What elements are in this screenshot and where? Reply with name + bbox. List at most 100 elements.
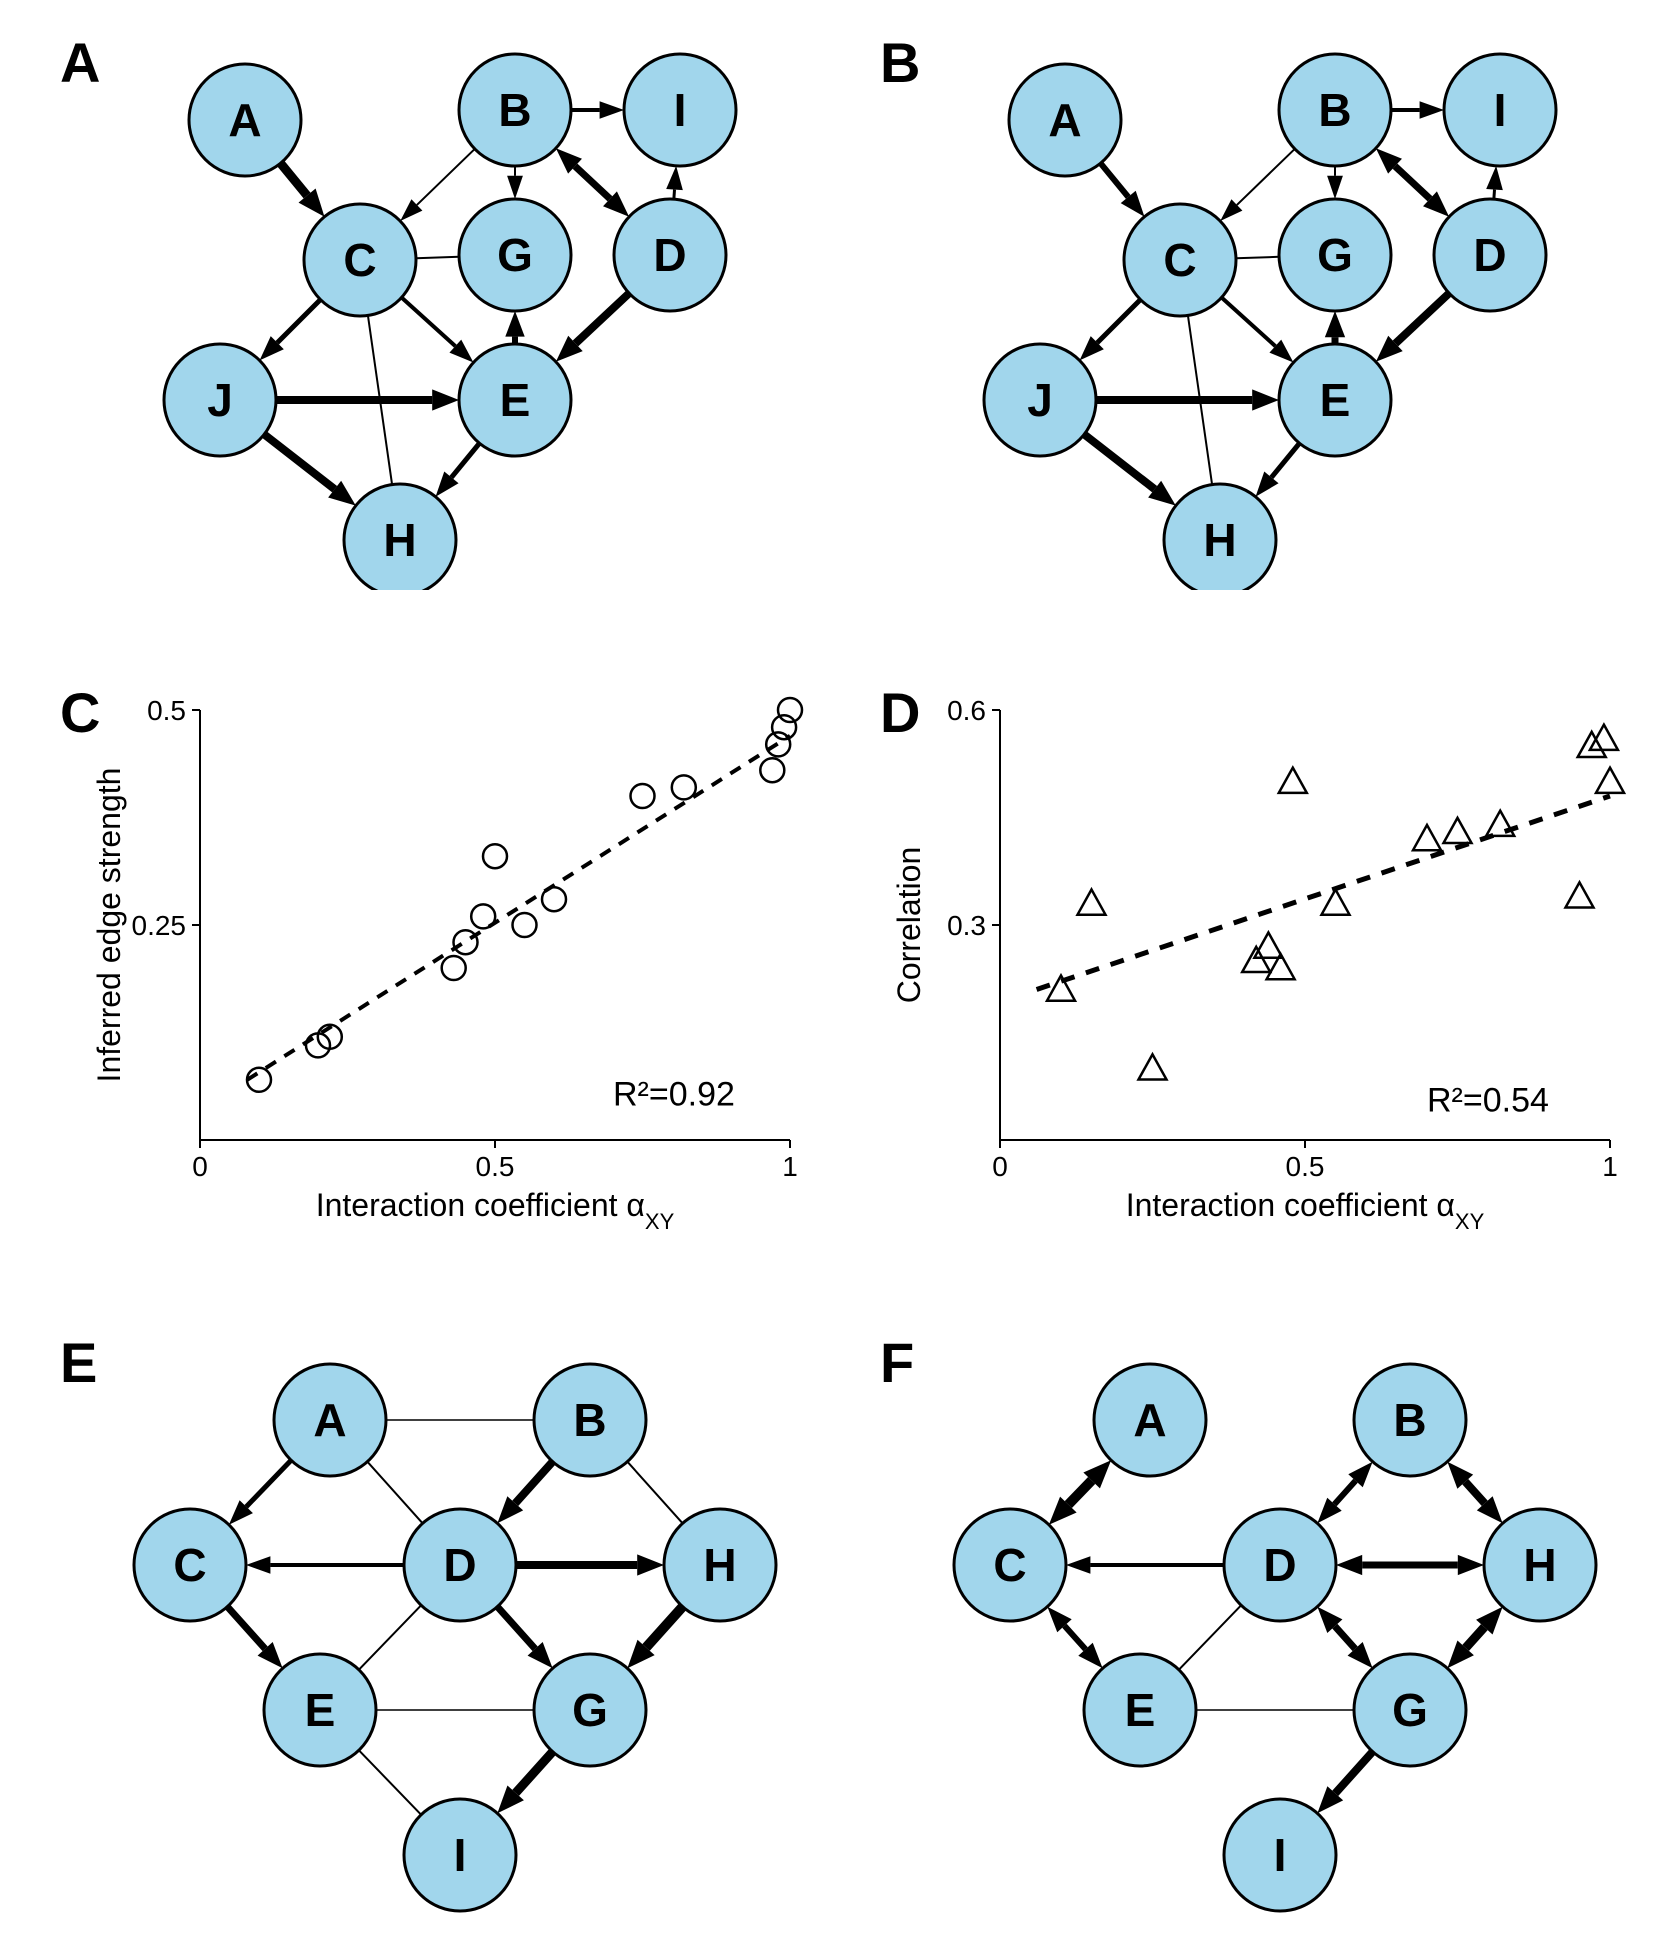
network-node-label: C <box>343 234 376 286</box>
network-node-label: D <box>653 229 686 281</box>
network-edge <box>1222 298 1276 347</box>
network-node-label: B <box>1318 84 1351 136</box>
network-F: ABCDHEGI <box>880 1330 1620 1930</box>
network-node-label: H <box>703 1539 736 1591</box>
network-node-label: E <box>1125 1684 1156 1736</box>
scatter-point <box>1242 947 1270 972</box>
network-edge <box>1101 163 1129 197</box>
scatter-point <box>1322 890 1350 915</box>
network-edge <box>246 1460 291 1506</box>
scatter-point <box>1254 933 1282 958</box>
network-edge <box>1068 1480 1091 1504</box>
network-edge <box>1466 1627 1485 1648</box>
scatter-point <box>542 887 566 911</box>
network-node-label: D <box>443 1539 476 1591</box>
network-node-label: D <box>1473 229 1506 281</box>
arrowhead-icon <box>246 1556 270 1574</box>
network-edge <box>627 1462 682 1524</box>
network-edge <box>402 298 456 347</box>
network-edge <box>1334 1481 1355 1504</box>
x-axis-label: Interaction coefficient αXY <box>1126 1187 1485 1234</box>
scatter-point <box>442 956 466 980</box>
network-node-label: A <box>1048 94 1081 146</box>
network-edge <box>516 1752 553 1793</box>
network-node-label: G <box>572 1684 608 1736</box>
scatter-point <box>1444 818 1472 843</box>
network-edge <box>264 434 334 489</box>
network-edge <box>1097 300 1140 343</box>
arrowhead-icon <box>637 1554 664 1575</box>
network-node-label: H <box>383 514 416 566</box>
fit-line <box>1037 796 1610 990</box>
network-edge <box>1335 1752 1372 1794</box>
x-tick-label: 0 <box>992 1151 1008 1182</box>
arrowhead-icon <box>1252 389 1279 410</box>
network-A: ABICGDJEH <box>60 30 800 590</box>
network-edge <box>367 1462 422 1524</box>
network-edge <box>416 257 459 258</box>
arrowhead-icon <box>1066 1556 1090 1574</box>
y-tick-label: 0.5 <box>147 695 186 726</box>
network-node-label: H <box>1203 514 1236 566</box>
network-edge <box>497 1607 535 1649</box>
scatter-point <box>1139 1054 1167 1079</box>
network-node-label: G <box>1392 1684 1428 1736</box>
network-edge <box>227 1607 265 1649</box>
network-edge <box>575 293 629 343</box>
network-edge <box>281 163 308 195</box>
network-node-label: A <box>228 94 261 146</box>
network-node-label: J <box>1027 374 1053 426</box>
scatter-point <box>766 732 790 756</box>
scatter-point <box>778 698 802 722</box>
network-edge <box>1395 166 1430 199</box>
scatter-point <box>1566 882 1594 907</box>
scatter-D: 00.510.30.6Interaction coefficient αXYCo… <box>880 680 1640 1240</box>
network-edge <box>359 1605 421 1669</box>
network-edge <box>359 1750 421 1814</box>
scatter-point <box>513 913 537 937</box>
network-node-label: I <box>1274 1829 1287 1881</box>
arrowhead-icon <box>507 176 523 199</box>
y-axis-label: Inferred edge strength <box>91 768 127 1083</box>
network-edge <box>1084 434 1154 489</box>
scatter-point <box>631 784 655 808</box>
network-edge <box>1395 293 1449 343</box>
arrowhead-icon <box>666 166 683 190</box>
network-edge <box>1335 1626 1355 1649</box>
network-node-label: J <box>207 374 233 426</box>
x-tick-label: 0 <box>192 1151 208 1182</box>
network-node-label: C <box>1163 234 1196 286</box>
scatter-point <box>1413 825 1441 850</box>
arrowhead-icon <box>1458 1555 1484 1575</box>
network-node-label: C <box>173 1539 206 1591</box>
network-edge <box>1179 1605 1241 1669</box>
scatter-point <box>471 904 495 928</box>
x-tick-label: 0.5 <box>476 1151 515 1182</box>
network-node-label: A <box>313 1394 346 1446</box>
scatter-point <box>1596 768 1624 793</box>
network-node-label: C <box>993 1539 1026 1591</box>
network-node-label: B <box>1393 1394 1426 1446</box>
network-node-label: B <box>498 84 531 136</box>
network-node-label: I <box>1494 84 1507 136</box>
y-tick-label: 0.25 <box>132 910 187 941</box>
arrowhead-icon <box>600 101 624 119</box>
network-edge <box>1064 1626 1085 1649</box>
scatter-point <box>760 758 784 782</box>
arrowhead-icon <box>505 311 524 337</box>
network-edge <box>1465 1482 1484 1504</box>
network-edge <box>646 1607 683 1648</box>
network-edge <box>515 1462 552 1504</box>
network-node-label: D <box>1263 1539 1296 1591</box>
arrowhead-icon <box>1325 311 1345 337</box>
scatter-point <box>1078 890 1106 915</box>
network-node-label: B <box>573 1394 606 1446</box>
r-squared-annotation: R²=0.54 <box>1427 1081 1549 1119</box>
network-edge <box>1237 149 1295 205</box>
fit-line <box>247 736 790 1080</box>
network-B: ABICGDJEH <box>880 30 1620 590</box>
network-E: ABCDHEGI <box>60 1330 800 1930</box>
network-node-label: E <box>1320 374 1351 426</box>
arrowhead-icon <box>1420 101 1444 119</box>
network-node-label: H <box>1523 1539 1556 1591</box>
